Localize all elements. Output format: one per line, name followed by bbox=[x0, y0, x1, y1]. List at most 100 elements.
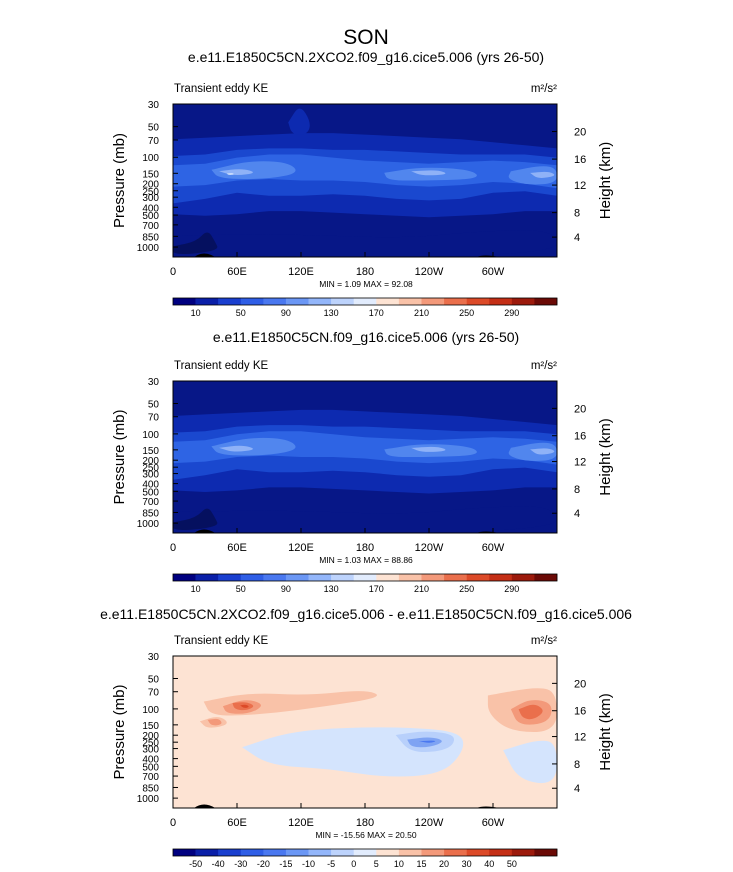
contour-fill-negative-1 bbox=[503, 740, 557, 784]
colorbar-swatch bbox=[285, 298, 309, 305]
colorbar-label: 130 bbox=[324, 308, 339, 318]
y-tick-label: 500 bbox=[142, 211, 159, 222]
contour-fill-negative-3 bbox=[407, 737, 442, 748]
y-tick-label: 500 bbox=[142, 487, 159, 498]
colorbar-swatch bbox=[353, 849, 377, 856]
colorbar-label: 50 bbox=[236, 584, 246, 594]
y-tick-label: 70 bbox=[148, 688, 160, 699]
colorbar-label: 0 bbox=[351, 859, 356, 869]
y-tick-label: 100 bbox=[142, 430, 159, 441]
y-tick-label: 850 bbox=[142, 783, 159, 794]
x-tick-label: 120E bbox=[288, 266, 314, 278]
colorbar-label: -10 bbox=[302, 859, 315, 869]
topography bbox=[194, 253, 216, 257]
y2-tick-label: 20 bbox=[574, 678, 586, 690]
y-tick-label: 50 bbox=[148, 674, 160, 685]
colorbar-swatch bbox=[511, 849, 535, 856]
colorbar-swatch bbox=[263, 849, 287, 856]
contour-fill-level-5 bbox=[530, 448, 555, 455]
x-tick-label: 60E bbox=[227, 542, 247, 554]
colorbar-label: 90 bbox=[281, 584, 291, 594]
colorbar-swatch bbox=[308, 298, 332, 305]
y-tick-label: 70 bbox=[148, 413, 160, 424]
y-tick-label: 250 bbox=[142, 187, 159, 198]
x-tick-label: 60E bbox=[227, 817, 247, 829]
colorbar-swatch bbox=[285, 849, 309, 856]
y-axis-label: Pressure (mb) bbox=[111, 409, 128, 504]
contour-fill-level-6 bbox=[226, 173, 234, 175]
colorbar-swatch bbox=[353, 298, 377, 305]
y-tick-label: 500 bbox=[142, 762, 159, 773]
x-tick-label: 60W bbox=[482, 542, 505, 554]
y2-tick-label: 16 bbox=[574, 431, 586, 443]
contour-field bbox=[173, 656, 557, 808]
panel-title: e.e11.E1850C5CN.2XCO2.f09_g16.cice5.006 … bbox=[100, 606, 632, 622]
y2-tick-label: 20 bbox=[574, 127, 586, 139]
y-tick-label: 150 bbox=[142, 169, 159, 180]
colorbar-swatch bbox=[195, 298, 219, 305]
colorbar-label: -50 bbox=[189, 859, 202, 869]
colorbar-label: 20 bbox=[439, 859, 449, 869]
colorbar-label: 290 bbox=[504, 584, 519, 594]
colorbar-swatch bbox=[398, 298, 422, 305]
contour-fill-level-1 bbox=[288, 108, 310, 135]
contour-fill-level-5 bbox=[530, 171, 555, 178]
colorbar-swatch bbox=[466, 298, 490, 305]
colorbar-label: 250 bbox=[459, 584, 474, 594]
colorbar-swatch bbox=[218, 574, 242, 581]
panel-title: e.e11.E1850C5CN.2XCO2.f09_g16.cice5.006 … bbox=[188, 49, 544, 65]
panel-difference: e.e11.E1850C5CN.2XCO2.f09_g16.cice5.006 … bbox=[100, 606, 632, 869]
colorbar-label: -40 bbox=[212, 859, 225, 869]
colorbar-swatch bbox=[376, 849, 400, 856]
colorbar-label: 10 bbox=[191, 584, 201, 594]
y-tick-label: 250 bbox=[142, 463, 159, 474]
y-tick-label: 700 bbox=[142, 497, 159, 508]
y-tick-label: 700 bbox=[142, 221, 159, 232]
colorbar-label: 5 bbox=[374, 859, 379, 869]
contour-fill-level-5 bbox=[411, 170, 446, 176]
colorbar-swatch bbox=[466, 849, 490, 856]
x-tick-label: 120W bbox=[415, 542, 444, 554]
y2-tick-label: 4 bbox=[574, 783, 580, 795]
y2-tick-label: 8 bbox=[574, 759, 580, 771]
contour-fill-positive-3 bbox=[518, 704, 543, 720]
colorbar-swatch bbox=[308, 849, 332, 856]
field-label: Transient eddy KE bbox=[174, 635, 269, 647]
colorbar-swatch bbox=[240, 574, 264, 581]
y-tick-label: 100 bbox=[142, 705, 159, 716]
field-label: Transient eddy KE bbox=[174, 83, 269, 95]
y-tick-label: 400 bbox=[142, 480, 159, 491]
colorbar-label: 30 bbox=[462, 859, 472, 869]
colorbar-label: -5 bbox=[327, 859, 335, 869]
colorbar-swatch bbox=[195, 849, 219, 856]
y2-axis-label: Height (km) bbox=[597, 418, 614, 496]
x-tick-label: 0 bbox=[170, 817, 176, 829]
y2-tick-label: 4 bbox=[574, 508, 580, 520]
colorbar-swatch bbox=[421, 298, 445, 305]
y2-tick-label: 12 bbox=[574, 732, 586, 744]
y-tick-label: 30 bbox=[148, 652, 160, 663]
x-tick-label: 120W bbox=[415, 817, 444, 829]
colorbar-label: 10 bbox=[394, 859, 404, 869]
colorbar-swatch bbox=[331, 298, 355, 305]
y-tick-label: 50 bbox=[148, 399, 160, 410]
y-axis-label: Pressure (mb) bbox=[111, 684, 128, 779]
season-title: SON bbox=[343, 26, 389, 49]
units-label: m²/s² bbox=[531, 83, 557, 95]
y2-tick-label: 12 bbox=[574, 457, 586, 469]
colorbar-swatch bbox=[421, 574, 445, 581]
colorbar-swatch bbox=[331, 849, 355, 856]
colorbar-swatch bbox=[511, 298, 535, 305]
colorbar-label: 250 bbox=[459, 308, 474, 318]
y2-tick-label: 8 bbox=[574, 484, 580, 496]
y2-axis-label: Height (km) bbox=[597, 142, 614, 220]
y-tick-label: 50 bbox=[148, 123, 160, 134]
colorbar-frame bbox=[172, 297, 558, 306]
y-tick-label: 700 bbox=[142, 772, 159, 783]
colorbar-swatch bbox=[511, 574, 535, 581]
colorbar-swatch bbox=[489, 298, 513, 305]
y-tick-label: 250 bbox=[142, 738, 159, 749]
colorbar-label: -20 bbox=[257, 859, 270, 869]
x-tick-label: 120E bbox=[288, 817, 314, 829]
